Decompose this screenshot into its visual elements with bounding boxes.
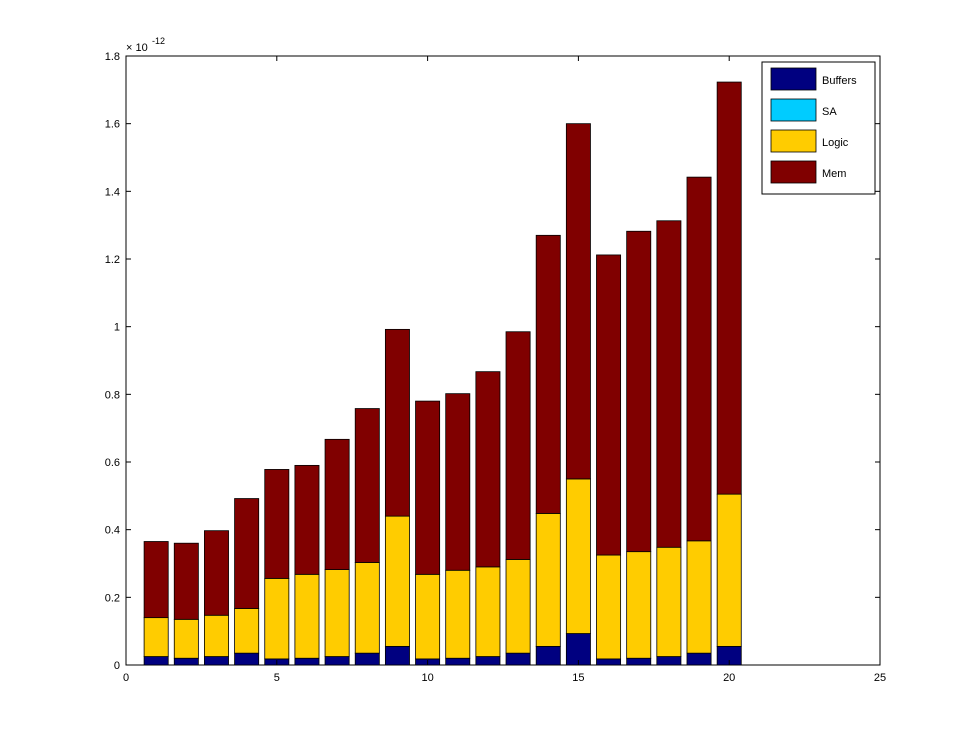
y-tick-label: 1.8 [105,51,120,63]
bar-mem-8 [354,408,380,563]
bar-logic-1 [143,617,169,657]
exponent-base: × 10 [126,42,148,54]
exponent-power: -12 [152,36,165,46]
bar-mem-12 [475,371,501,568]
bar-mem-19 [686,176,712,542]
legend-swatch-mem [770,160,817,184]
bar-logic-15 [565,478,591,634]
bar-logic-11 [445,569,471,659]
bar-mem-10 [415,400,441,575]
bar-logic-10 [415,573,441,660]
y-tick-label: 1.2 [105,254,120,266]
legend-label-buffers: Buffers [822,75,857,87]
bar-buffers-6 [294,657,320,666]
x-tick-label: 20 [723,672,735,684]
bar-buffers-2 [173,657,199,666]
bar-mem-16 [596,254,622,556]
bar-logic-7 [324,569,350,657]
bar-buffers-8 [354,652,380,666]
bar-logic-13 [505,559,531,654]
bar-logic-4 [234,608,260,654]
bar-buffers-7 [324,656,350,666]
bar-logic-16 [596,554,622,660]
bar-mem-17 [626,230,652,553]
bars-layer [143,81,742,666]
x-tick-label: 5 [274,672,280,684]
bar-logic-19 [686,540,712,654]
y-tick-label: 0.4 [105,525,120,537]
bar-buffers-12 [475,656,501,666]
bar-logic-6 [294,573,320,659]
bar-buffers-11 [445,657,471,666]
bar-buffers-13 [505,652,531,666]
bar-buffers-18 [656,656,682,666]
bar-mem-4 [234,498,260,609]
y-tick-label: 1.6 [105,119,120,131]
bar-buffers-3 [204,656,229,666]
bar-buffers-16 [596,658,622,666]
bar-logic-18 [656,546,682,657]
legend-label-sa: SA [822,106,837,118]
bar-logic-3 [204,614,229,657]
y-tick-label: 0 [114,660,120,672]
x-tick-label: 10 [421,672,433,684]
bar-buffers-19 [686,652,712,666]
bar-buffers-17 [626,657,652,666]
x-tick-label: 0 [123,672,129,684]
bar-mem-15 [565,123,591,480]
bar-logic-5 [264,577,290,660]
bar-buffers-4 [234,652,260,666]
bar-mem-1 [143,541,169,619]
y-tick-label: 0.8 [105,389,120,401]
bar-logic-8 [354,562,380,654]
bar-mem-5 [264,469,290,579]
bar-mem-7 [324,438,350,570]
axes-layer: 0 5 10 15 20 25 0 0.2 0.4 0.6 0.8 1 1.2 1.4 1.6 1.8 [105,51,886,684]
bar-logic-14 [535,513,561,647]
legend-label-mem: Mem [822,168,846,180]
bar-buffers-1 [143,656,169,666]
legend-swatch-sa [770,98,817,122]
x-tick-label: 15 [572,672,584,684]
bar-mem-20 [716,81,742,495]
legend-swatch-buffers [770,67,817,91]
x-tick-label: 25 [874,672,886,684]
legend-label-logic: Logic [822,137,849,149]
bar-buffers-14 [535,645,561,666]
bar-logic-2 [173,618,199,659]
legend: Buffers SA Logic Mem [761,61,876,195]
bar-logic-12 [475,566,501,657]
bar-logic-20 [716,493,742,647]
y-tick-label: 1.4 [105,186,120,198]
bar-mem-13 [505,331,531,560]
bar-mem-2 [173,542,199,620]
bar-mem-6 [294,464,320,575]
y-tick-label: 0.2 [105,592,120,604]
bar-mem-3 [204,530,229,616]
bar-logic-17 [626,551,652,659]
axis-exponent-label: × 10 -12 [126,36,165,54]
y-tick-label: 0.6 [105,457,120,469]
bar-logic-9 [384,515,410,647]
legend-swatch-logic [770,129,817,153]
bar-mem-18 [656,220,682,548]
y-tick-label: 1 [114,322,120,334]
bar-buffers-9 [384,645,410,666]
bar-mem-9 [384,328,410,517]
bar-mem-11 [445,393,471,571]
bar-mem-14 [535,234,561,514]
